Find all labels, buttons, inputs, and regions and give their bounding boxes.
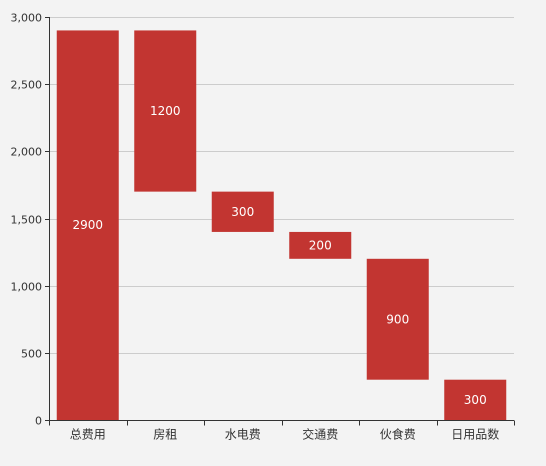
y-tick-label: 3,000 bbox=[11, 12, 43, 25]
axes bbox=[45, 17, 515, 426]
bar bbox=[211, 191, 274, 232]
y-tick-label: 2,000 bbox=[11, 146, 43, 159]
bar bbox=[289, 231, 352, 259]
bar bbox=[444, 379, 507, 420]
x-tick-label: 交通费 bbox=[302, 427, 338, 442]
bar bbox=[366, 258, 429, 380]
x-tick-label: 水电费 bbox=[225, 428, 261, 442]
y-tick-label: 2,500 bbox=[11, 79, 43, 92]
x-tick-label: 伙食费 bbox=[380, 427, 416, 442]
bar-value-label: 300 bbox=[231, 205, 254, 219]
bar-value-label: 1200 bbox=[150, 104, 181, 118]
labels: 0 500 1,000 1,500 2,000 2,500 3,000 2900 总费用 1200… bbox=[11, 12, 500, 442]
bar bbox=[56, 30, 119, 421]
y-tick-label: 500 bbox=[21, 348, 42, 361]
bars bbox=[56, 30, 507, 421]
grid-lines bbox=[49, 17, 514, 354]
bar-value-label: 2900 bbox=[72, 218, 103, 232]
x-tick-label: 总费用 bbox=[70, 428, 106, 442]
bar-value-label: 300 bbox=[464, 393, 487, 407]
bar bbox=[134, 30, 197, 192]
y-tick-label: 0 bbox=[35, 415, 42, 428]
x-tick-label: 日用品数 bbox=[451, 427, 499, 442]
bar-value-label: 900 bbox=[386, 312, 409, 326]
x-tick-label: 房租 bbox=[153, 427, 177, 442]
y-tick-label: 1,000 bbox=[11, 281, 43, 294]
bar-value-label: 200 bbox=[309, 238, 332, 252]
y-tick-label: 1,500 bbox=[11, 214, 43, 227]
